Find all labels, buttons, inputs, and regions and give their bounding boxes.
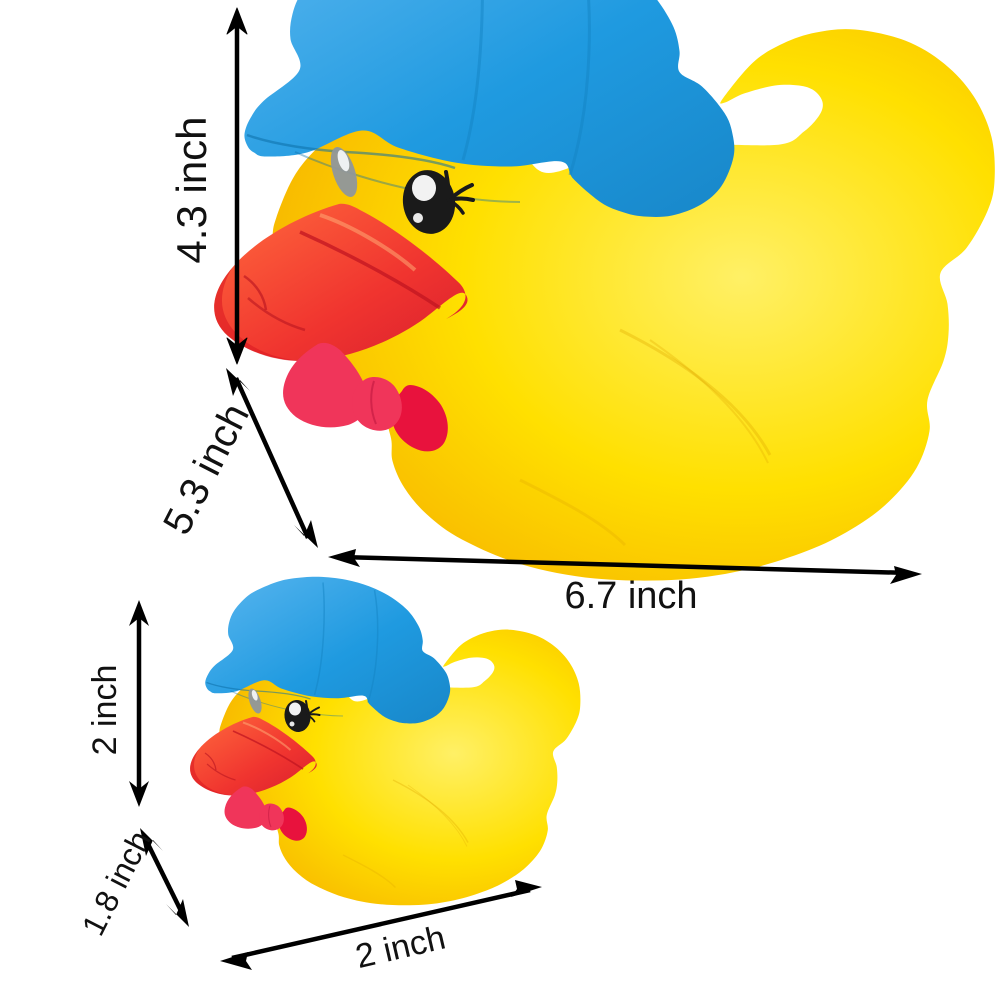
svg-text:4.3 inch: 4.3 inch [168, 116, 215, 263]
svg-text:2 inch: 2 inch [86, 665, 124, 756]
svg-text:5.3 inch: 5.3 inch [155, 397, 258, 542]
svg-text:1.8 inch: 1.8 inch [75, 825, 158, 941]
svg-text:6.7 inch: 6.7 inch [564, 575, 697, 617]
